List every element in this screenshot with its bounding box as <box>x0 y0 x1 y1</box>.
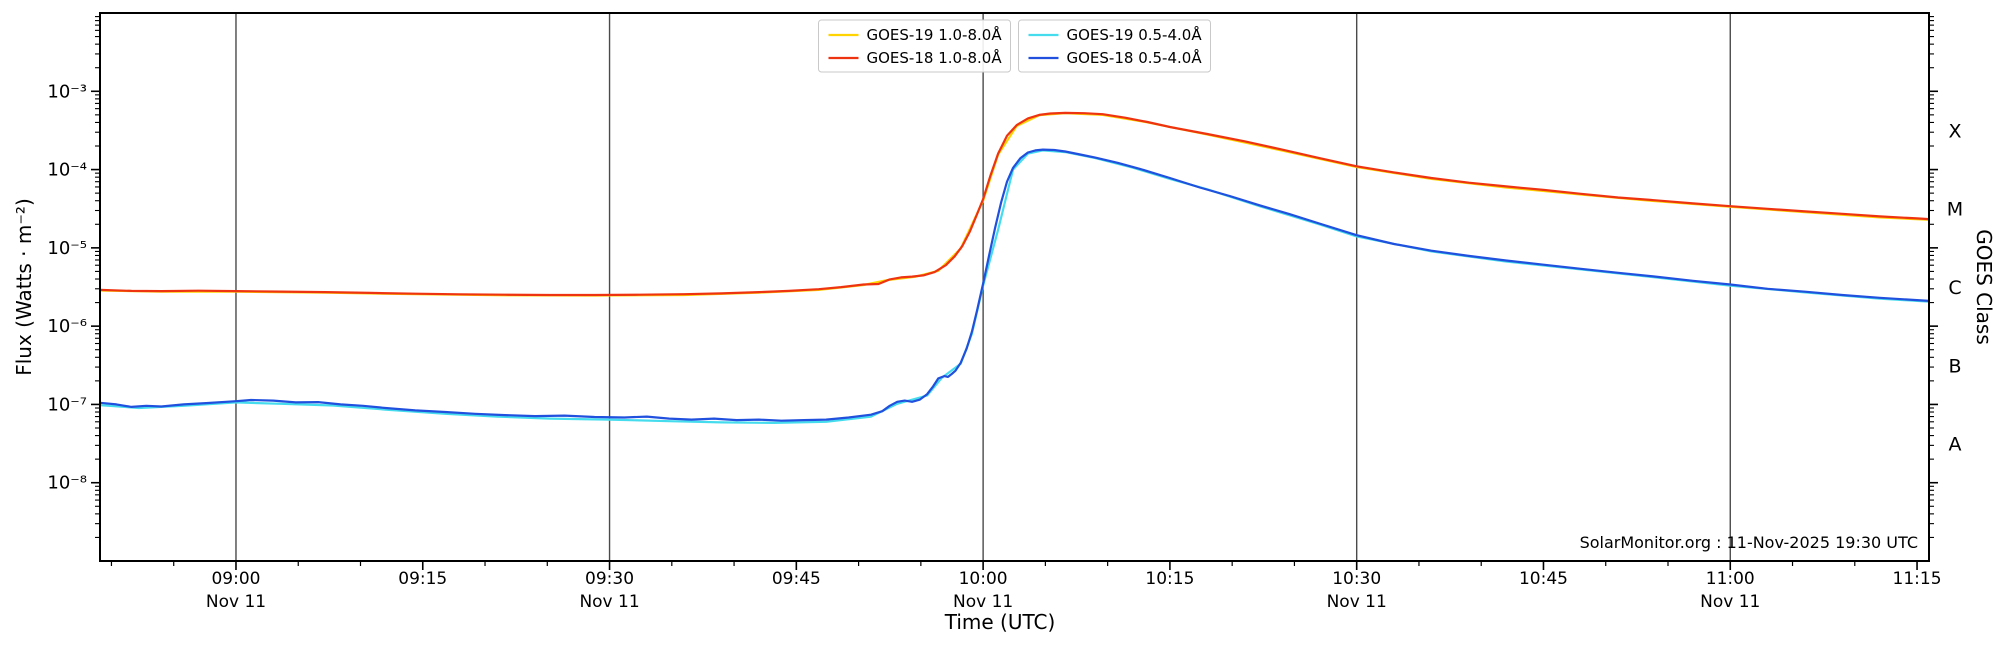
series-line-goes-18-0-5-4-0- <box>100 148 1929 422</box>
y-axis-title-left: Flux (Watts · m⁻²) <box>12 198 36 376</box>
x-tick-label: 09:45 <box>772 569 821 589</box>
plot-frame <box>99 12 1930 562</box>
x-tick-sublabel: Nov 11 <box>579 592 639 612</box>
legend-label: GOES-18 1.0-8.0Å <box>867 48 1003 67</box>
x-tick-label: 09:30 <box>585 569 634 589</box>
x-axis-title: Time (UTC) <box>944 610 1056 634</box>
legend-label: GOES-19 0.5-4.0Å <box>1067 25 1203 44</box>
legend-box <box>818 19 1011 73</box>
y-axis-title-right: GOES Class <box>1972 229 1996 345</box>
watermark-text: SolarMonitor.org : 11-Nov-2025 19:30 UTC <box>1579 533 1918 552</box>
x-tick-label: 09:00 <box>211 569 260 589</box>
goes-class-label-b: B <box>1948 355 1961 377</box>
x-tick-sublabel: Nov 11 <box>206 592 266 612</box>
y-tick-label: 10⁻⁷ <box>47 394 87 415</box>
goes-class-label-m: M <box>1947 199 1963 221</box>
series-line-goes-18-1-0-8-0- <box>100 111 1929 297</box>
x-tick-label: 11:15 <box>1893 569 1942 589</box>
y-tick-label: 10⁻⁸ <box>47 473 87 494</box>
x-tick-label: 10:30 <box>1332 569 1381 589</box>
legend-label: GOES-19 1.0-8.0Å <box>867 25 1003 44</box>
series-line-goes-19-0-5-4-0- <box>100 149 1929 424</box>
series-line-goes-19-1-0-8-0- <box>100 112 1929 297</box>
legend-label: GOES-18 0.5-4.0Å <box>1067 48 1203 67</box>
goes-class-label-a: A <box>1949 434 1962 456</box>
series-group <box>100 111 1929 424</box>
goes-class-label-x: X <box>1948 120 1961 142</box>
y-tick-label: 10⁻⁴ <box>47 160 87 181</box>
x-tick-sublabel: Nov 11 <box>1700 592 1760 612</box>
x-tick-label: 10:00 <box>959 569 1008 589</box>
goes-class-label-c: C <box>1948 277 1961 299</box>
x-tick-label: 10:45 <box>1519 569 1568 589</box>
x-tick-sublabel: Nov 11 <box>953 592 1013 612</box>
y-tick-label: 10⁻⁵ <box>47 238 87 259</box>
x-tick-label: 11:00 <box>1706 569 1755 589</box>
x-tick-sublabel: Nov 11 <box>1327 592 1387 612</box>
y-tick-label: 10⁻³ <box>47 81 87 102</box>
y-tick-label: 10⁻⁶ <box>47 316 87 337</box>
legend-box <box>1018 19 1211 73</box>
x-tick-label: 10:15 <box>1145 569 1194 589</box>
x-tick-label: 09:15 <box>398 569 447 589</box>
